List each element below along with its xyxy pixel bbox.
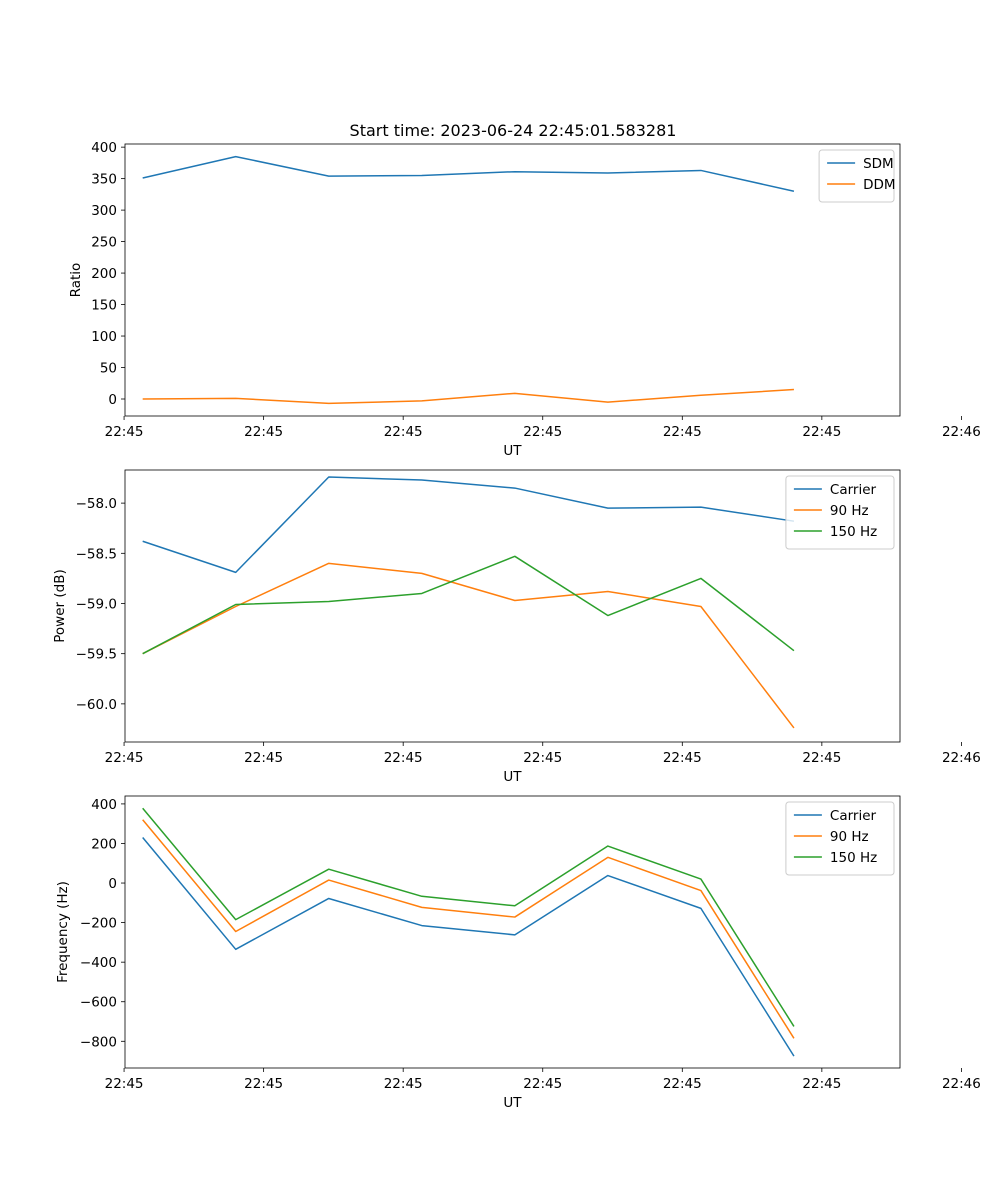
x-tick-label: 22:45 <box>663 424 702 440</box>
legend-label: SDM <box>863 156 894 172</box>
y-tick-label: 350 <box>91 172 117 188</box>
series-line-150-hz <box>142 555 795 655</box>
series-line-carrier <box>142 837 795 1057</box>
x-tick-label: 22:45 <box>523 1076 562 1092</box>
y-tick-label: 200 <box>91 836 117 852</box>
y-tick-label: 200 <box>91 266 117 282</box>
plot-frame <box>124 795 901 1069</box>
plot-frame <box>124 469 901 743</box>
plot-frame <box>124 143 901 417</box>
series-line-90-hz <box>142 819 795 1039</box>
y-tick-label: 100 <box>91 329 117 345</box>
y-tick-label: −60.0 <box>76 697 117 713</box>
x-axis-label: UT <box>503 1095 522 1111</box>
x-tick-label: 22:46 <box>942 750 981 766</box>
series-line-ddm <box>142 388 794 405</box>
x-tick-label: 22:46 <box>942 1076 981 1092</box>
x-tick-label: 22:46 <box>942 424 981 440</box>
x-tick-label: 22:45 <box>663 750 702 766</box>
y-axis-label: Power (dB) <box>52 569 68 642</box>
y-tick-label: 0 <box>108 876 117 892</box>
legend: Carrier 90 Hz 150 Hz <box>785 475 895 550</box>
chart-panels: 22:45 22:45 22:45 22:45 22:45 22:45 22:46 UT 0 50… <box>52 140 981 1111</box>
x-tick-label: 22:45 <box>523 750 562 766</box>
x-tick-label: 22:45 <box>663 1076 702 1092</box>
y-tick-label: 250 <box>91 235 117 251</box>
y-tick-label: 50 <box>100 361 117 377</box>
y-tick-label: −600 <box>80 995 117 1011</box>
x-tick-label: 22:45 <box>802 1076 841 1092</box>
x-tick-label: 22:45 <box>384 1076 423 1092</box>
x-tick-label: 22:45 <box>105 750 144 766</box>
legend-label: 90 Hz <box>830 829 869 845</box>
y-tick-label: −59.5 <box>76 647 117 663</box>
figure-title: Start time: 2023-06-24 22:45:01.583281 <box>350 121 677 140</box>
x-tick-label: 22:45 <box>244 750 283 766</box>
series-line-carrier <box>142 476 795 574</box>
legend-label: DDM <box>863 177 895 193</box>
y-tick-label: 300 <box>91 203 117 219</box>
x-tick-label: 22:45 <box>105 424 144 440</box>
y-tick-label: 0 <box>108 392 117 408</box>
series-line-90-hz <box>142 562 795 729</box>
chart-panel-1: 22:45 22:45 22:45 22:45 22:45 22:45 22:46 UT 0 50… <box>68 140 981 459</box>
y-tick-label: −200 <box>80 916 117 932</box>
y-tick-label: −58.0 <box>76 496 117 512</box>
y-tick-label: 150 <box>91 298 117 314</box>
x-tick-label: 22:45 <box>244 424 283 440</box>
chart-panel-2: 22:45 22:45 22:45 22:45 22:45 22:45 22:46 UT −60… <box>52 469 981 785</box>
y-tick-label: 400 <box>91 140 117 156</box>
legend: SDM DDM <box>818 149 896 203</box>
series-line-sdm <box>142 155 795 192</box>
y-axis-label: Ratio <box>68 263 84 298</box>
y-tick-label: −800 <box>80 1034 117 1050</box>
x-tick-label: 22:45 <box>802 424 841 440</box>
x-axis-label: UT <box>503 443 522 459</box>
y-tick-label: −400 <box>80 955 117 971</box>
series-line-150-hz <box>142 807 795 1027</box>
chart-panel-3: 22:45 22:45 22:45 22:45 22:45 22:45 22:46 UT −80… <box>55 795 981 1111</box>
legend: Carrier 90 Hz 150 Hz <box>785 801 895 876</box>
legend-label: 150 Hz <box>830 850 877 866</box>
y-tick-label: −59.0 <box>76 596 117 612</box>
y-axis-label: Frequency (Hz) <box>55 881 71 983</box>
y-tick-label: −58.5 <box>76 546 117 562</box>
x-tick-label: 22:45 <box>105 1076 144 1092</box>
x-tick-label: 22:45 <box>802 750 841 766</box>
y-tick-label: 400 <box>91 797 117 813</box>
x-tick-label: 22:45 <box>384 750 423 766</box>
x-axis-label: UT <box>503 769 522 785</box>
x-tick-label: 22:45 <box>384 424 423 440</box>
x-tick-label: 22:45 <box>523 424 562 440</box>
legend-label: Carrier <box>830 808 877 824</box>
legend-label: Carrier <box>830 482 877 498</box>
legend-label: 90 Hz <box>830 503 869 519</box>
legend-label: 150 Hz <box>830 524 877 540</box>
x-tick-label: 22:45 <box>244 1076 283 1092</box>
